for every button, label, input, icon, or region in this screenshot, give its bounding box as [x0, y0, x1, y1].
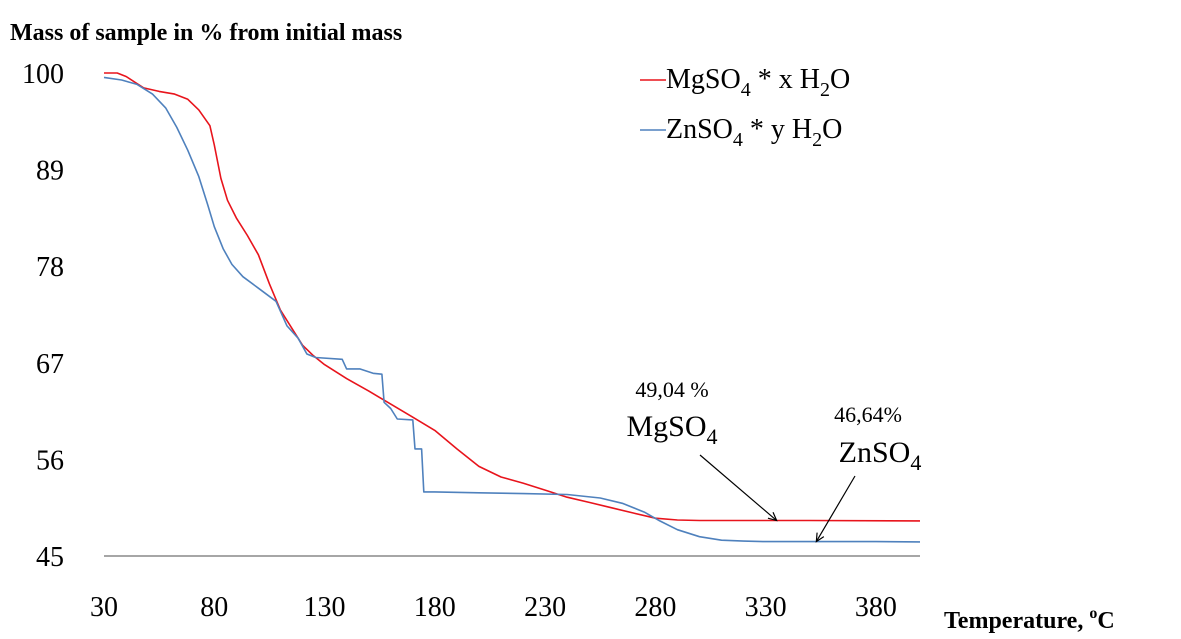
x-ticks: 30 80 130 180 230 280 330 380: [90, 592, 897, 623]
x-tick-label: 180: [414, 592, 456, 623]
y-tick-label: 78: [36, 252, 64, 283]
legend-label: ZnSO4 * y H2O: [666, 114, 842, 151]
y-tick-label: 100: [22, 59, 64, 90]
annotation-value: 49,04 %: [635, 377, 708, 402]
y-tick-label: 89: [36, 156, 64, 187]
annotations: 49,04 % MgSO4 46,64% ZnSO4: [626, 377, 921, 542]
x-tick-label: 80: [200, 592, 228, 623]
y-tick-label: 67: [36, 349, 64, 380]
y-tick-label: 45: [36, 542, 64, 573]
series-line-znso4: [104, 77, 920, 542]
y-ticks: 100 89 78 67 56 45: [22, 59, 64, 573]
annotation-compound: ZnSO4: [839, 436, 922, 475]
annotation-arrowhead: [816, 533, 823, 542]
x-tick-label: 230: [524, 592, 566, 623]
y-tick-label: 56: [36, 445, 64, 476]
x-tick-label: 130: [304, 592, 346, 623]
x-tick-label: 30: [90, 592, 118, 623]
annotation-compound: MgSO4: [626, 410, 717, 449]
x-tick-label: 330: [745, 592, 787, 623]
annotation-leader-line: [700, 455, 777, 521]
legend: MgSO4 * x H2O ZnSO4 * y H2O: [640, 64, 850, 151]
chart-title: Mass of sample in % from initial mass: [10, 20, 402, 46]
x-axis-label: Temperature, oC: [944, 605, 1115, 634]
annotation-value: 46,64%: [834, 402, 902, 427]
x-tick-label: 280: [634, 592, 676, 623]
x-tick-label: 380: [855, 592, 897, 623]
legend-label: MgSO4 * x H2O: [666, 64, 850, 101]
annotation-leader-line: [816, 476, 855, 542]
